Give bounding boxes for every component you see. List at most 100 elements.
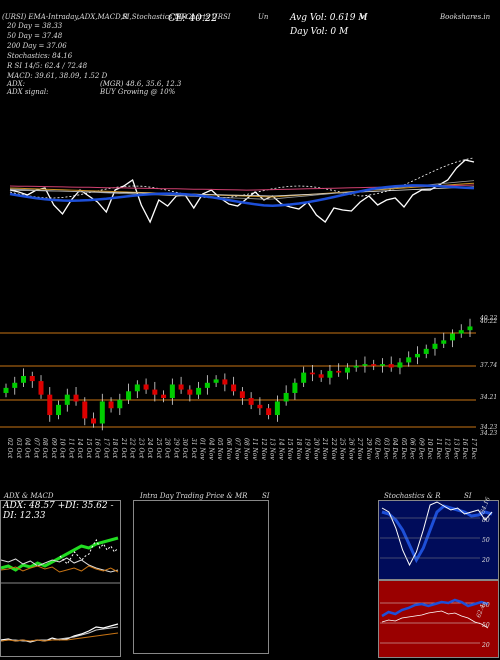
price-axis-label: 40.22 (479, 318, 497, 325)
date-label: 09 Oct (50, 438, 57, 459)
candle-body (126, 391, 132, 400)
stoch-panel-suffix: SI (464, 492, 472, 500)
rsi-tick: 80 (482, 602, 490, 609)
candle-body (108, 401, 114, 409)
day-volume: Day Vol: 0 M (290, 27, 349, 37)
candle-body (21, 376, 27, 383)
candle-body (257, 404, 263, 409)
stochastics-label: Stochastics: 84.16 (7, 52, 73, 60)
chart-title-mid3: Un (258, 13, 269, 21)
ema50-label: 50 Day = 37.48 (7, 32, 63, 40)
avg-volume: Avg Vol: 0.619 M (290, 13, 368, 23)
candle-body (362, 364, 368, 366)
adx-label: ADX: (7, 80, 26, 88)
indicator-line (9, 182, 475, 198)
candle-body (196, 387, 202, 395)
candle-body (222, 379, 228, 385)
date-label: 29 Nov (365, 437, 372, 460)
price-axis-label: 34.23 (480, 430, 497, 437)
candle-body (152, 389, 158, 395)
candle-body (266, 408, 272, 416)
date-label: 24 Oct (146, 437, 153, 459)
date-label: 11 Dec (435, 438, 442, 460)
candle-body (292, 382, 298, 393)
candle-body (64, 394, 70, 405)
candle-body (344, 367, 350, 373)
date-label: 29 Oct (172, 437, 179, 459)
intraday-panel-suffix: SI (262, 492, 270, 500)
candle-body (161, 394, 167, 399)
candle-body (73, 394, 79, 402)
date-label: 05 Dec (400, 438, 407, 460)
date-label: 07 Oct (32, 438, 39, 459)
date-label: 21 Nov (321, 437, 328, 460)
buy-signal: BUY Growing @ 10% (100, 88, 176, 96)
indicator-line (9, 180, 475, 200)
date-label: 26 Nov (347, 437, 354, 460)
date-label: 01 Nov (199, 438, 206, 460)
candle-body (47, 394, 53, 416)
date-label: 27 Nov (356, 437, 363, 460)
candle-body (117, 399, 123, 409)
date-label: 20 Nov (312, 437, 319, 460)
candle-body (406, 357, 412, 363)
date-label: 03 Oct (15, 438, 22, 459)
date-label: 06 Nov (225, 438, 232, 460)
date-label: 15 Oct (85, 438, 92, 459)
panel-line (381, 504, 493, 564)
panel-line (0, 565, 119, 573)
date-label: 28 Oct (164, 437, 171, 459)
candle-body (56, 404, 62, 416)
candle-body (91, 418, 97, 424)
date-label: 04 Nov (207, 438, 214, 460)
candle-body (239, 391, 245, 399)
candle-body (12, 382, 18, 388)
date-label: 11 Oct (67, 438, 74, 459)
adx-signal-label: ADX signal: (7, 88, 49, 96)
date-label: 13 Dec (452, 438, 459, 460)
date-label: 25 Nov (339, 437, 346, 460)
chart-title-mid1: SI,Stochastics,MR (122, 13, 188, 21)
date-label: 02 Dec (374, 438, 381, 460)
price-axis-label: 34.23 (480, 424, 497, 431)
rsi-tick: 50 (482, 622, 490, 629)
date-label: 12 Dec (444, 438, 451, 460)
candle-body (301, 372, 307, 383)
candle-body (178, 384, 184, 390)
price-axis-label: 34.21 (480, 394, 497, 401)
date-label: 10 Dec (426, 438, 433, 460)
candle-body (134, 384, 140, 392)
date-label: 22 Oct (129, 437, 136, 459)
candle-body (187, 389, 193, 395)
date-label: 05 Nov (216, 438, 223, 460)
mrg-values: (MGR) 48.6, 35.6, 12.3 (100, 80, 182, 88)
date-label: 12 Nov (260, 438, 267, 460)
date-label: 31 Oct (190, 438, 197, 459)
panel-line (0, 632, 119, 642)
date-label: 25 Oct (155, 437, 162, 459)
rsi-label: R SI 14/5: 62.4 / 72.48 (7, 62, 88, 70)
date-label: 21 Oct (120, 437, 127, 459)
chart-title-mid4: vl (360, 13, 367, 21)
candle-body (336, 370, 342, 373)
date-label: 08 Nov (242, 438, 249, 460)
panel-line (381, 598, 489, 618)
date-label: 14 Oct (76, 438, 83, 459)
macd-label: MACD: 39.61, 38.09, 1.52 D (7, 72, 108, 80)
date-label: 30 Oct (181, 438, 188, 459)
candle-body (143, 384, 149, 390)
date-label: 02 Oct (6, 438, 13, 459)
price-axis-label: 37.74 (480, 362, 497, 369)
candle-body (38, 381, 44, 395)
candle-body (449, 333, 455, 341)
candle-body (441, 340, 447, 344)
panel-line (0, 557, 119, 573)
panel-line (0, 536, 119, 572)
date-label: 15 Nov (286, 438, 293, 460)
candle-body (29, 376, 35, 382)
date-label: 06 Dec (409, 438, 416, 460)
panel-line (381, 501, 493, 567)
candle-body (204, 382, 210, 388)
